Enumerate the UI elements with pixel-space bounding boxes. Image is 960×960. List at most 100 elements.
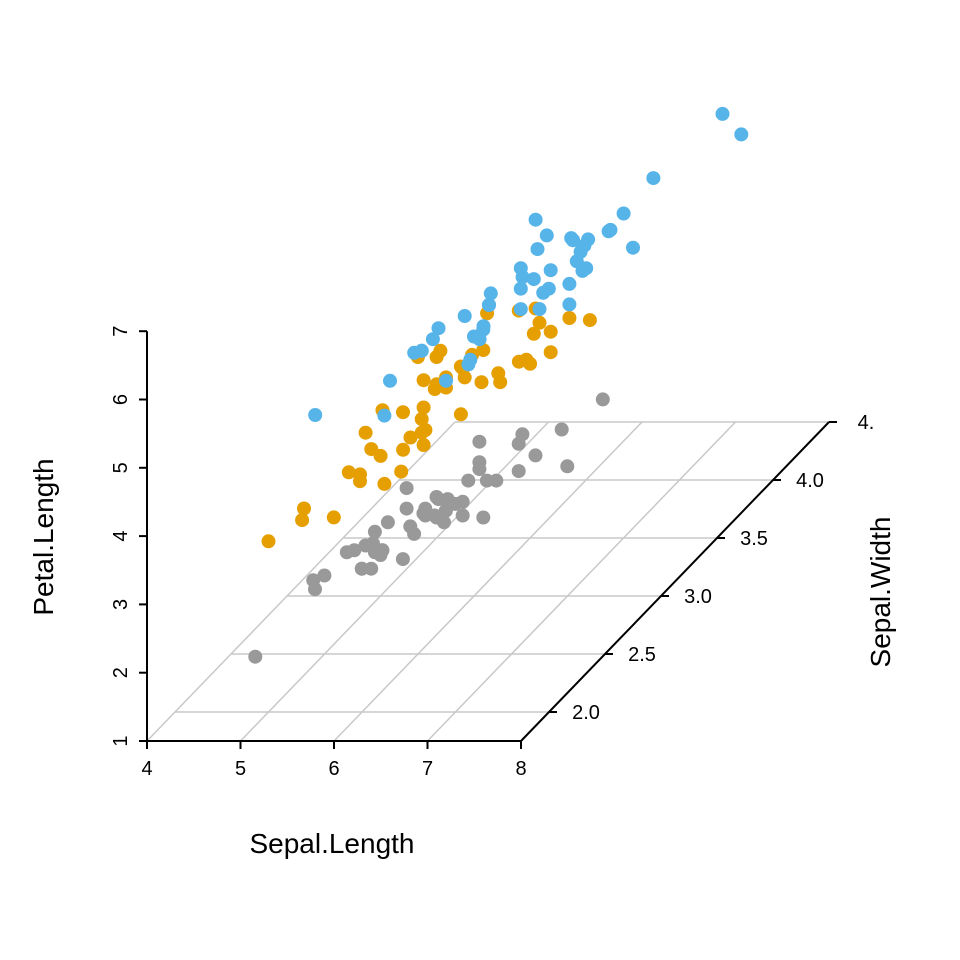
data-point-versicolor (403, 430, 418, 445)
x-tick-label: 8 (515, 758, 526, 780)
data-point-virginica (715, 106, 730, 121)
data-point-versicolor (396, 405, 410, 420)
grid-line-depth (426, 421, 737, 742)
data-point-virginica (573, 244, 588, 259)
data-point-virginica (646, 171, 661, 186)
y-tick-label: 3.5 (740, 528, 768, 550)
y-axis-line (520, 421, 830, 742)
data-point-virginica (463, 352, 478, 367)
data-point-versicolor (364, 442, 379, 457)
data-point-setosa (399, 501, 414, 516)
data-point-setosa (375, 543, 390, 558)
data-point-versicolor (582, 313, 597, 328)
data-point-versicolor (562, 311, 577, 325)
z-tick-label: 5 (110, 462, 132, 473)
data-point-setosa (339, 545, 354, 560)
data-point-versicolor (326, 510, 341, 525)
data-point-virginica (532, 302, 547, 317)
data-point-setosa (511, 464, 526, 479)
data-point-virginica (581, 232, 596, 247)
data-point-virginica (515, 270, 530, 285)
data-points (248, 106, 749, 664)
data-point-virginica (562, 297, 577, 312)
data-point-virginica (601, 224, 616, 239)
data-point-virginica (457, 309, 472, 323)
data-point-virginica (439, 373, 453, 388)
grid-line-depth (146, 421, 456, 742)
axes: 4 5 6 7 8 2.0 2.5 3.0 3.5 4.0 4. 1 2 3 4 5 6 7 (110, 326, 874, 780)
data-point-versicolor (433, 343, 448, 358)
data-point-virginica (526, 272, 541, 287)
data-point-versicolor (396, 442, 411, 457)
data-point-virginica (467, 329, 481, 344)
data-point-setosa (595, 392, 610, 407)
data-point-virginica (431, 321, 446, 336)
data-point-versicolor (416, 373, 431, 388)
data-point-virginica (483, 286, 498, 301)
data-point-setosa (317, 568, 332, 583)
data-point-virginica (383, 373, 397, 388)
data-point-virginica (377, 408, 392, 423)
data-point-setosa (560, 459, 575, 474)
data-point-versicolor (414, 425, 429, 440)
data-point-setosa (528, 448, 543, 463)
data-point-versicolor (297, 501, 311, 516)
data-point-virginica (513, 281, 528, 296)
data-point-setosa (407, 526, 422, 541)
data-point-setosa (429, 490, 444, 504)
data-point-setosa (554, 422, 569, 437)
data-point-setosa (455, 508, 470, 523)
data-point-virginica (734, 127, 749, 142)
data-point-versicolor (295, 513, 310, 528)
z-tick-label: 2 (110, 667, 132, 678)
data-point-versicolor (261, 534, 276, 549)
data-point-setosa (308, 582, 322, 597)
x-tick-label: 4 (141, 758, 152, 780)
data-point-versicolor (416, 438, 431, 452)
data-point-setosa (367, 524, 382, 539)
z-tick-label: 7 (110, 326, 132, 337)
floor-grid (146, 421, 830, 742)
data-point-virginica (566, 233, 580, 248)
y-tick-label: 2.5 (628, 644, 656, 666)
data-point-versicolor (414, 412, 429, 427)
data-point-versicolor (358, 425, 373, 440)
z-axis-title: Petal.Length (28, 458, 59, 615)
data-point-versicolor (341, 465, 356, 480)
y-tick-label: 4.0 (796, 470, 824, 492)
data-point-virginica (575, 263, 590, 278)
data-point-versicolor (416, 400, 431, 415)
data-point-virginica (308, 408, 323, 422)
grid-line-depth (333, 421, 643, 742)
data-point-versicolor (427, 382, 442, 396)
y-tick-label: 2.0 (572, 702, 600, 724)
data-point-virginica (414, 343, 429, 358)
data-point-setosa (461, 473, 476, 488)
data-point-setosa (380, 515, 395, 530)
data-point-setosa (515, 427, 530, 442)
data-point-virginica (528, 212, 543, 227)
y-tick-label: 3.0 (684, 586, 712, 608)
data-point-versicolor (353, 474, 367, 489)
data-point-virginica (513, 302, 528, 317)
data-point-virginica (425, 332, 440, 347)
data-point-virginica (482, 298, 496, 312)
data-point-setosa (395, 552, 410, 567)
data-point-setosa (476, 510, 491, 525)
data-point-versicolor (493, 375, 508, 390)
z-tick-label: 6 (110, 394, 132, 405)
data-point-versicolor (526, 326, 541, 341)
data-point-versicolor (453, 407, 468, 422)
y-axis-title: Sepal.Width (865, 517, 896, 668)
data-point-setosa (354, 561, 369, 576)
x-tick-label: 5 (235, 758, 246, 780)
data-point-setosa (399, 481, 414, 496)
x-axis-title: Sepal.Length (249, 828, 414, 859)
data-point-setosa (248, 649, 263, 664)
data-point-versicolor (532, 315, 547, 330)
data-point-versicolor (474, 375, 489, 390)
data-point-virginica (626, 240, 640, 255)
data-point-virginica (530, 242, 545, 257)
